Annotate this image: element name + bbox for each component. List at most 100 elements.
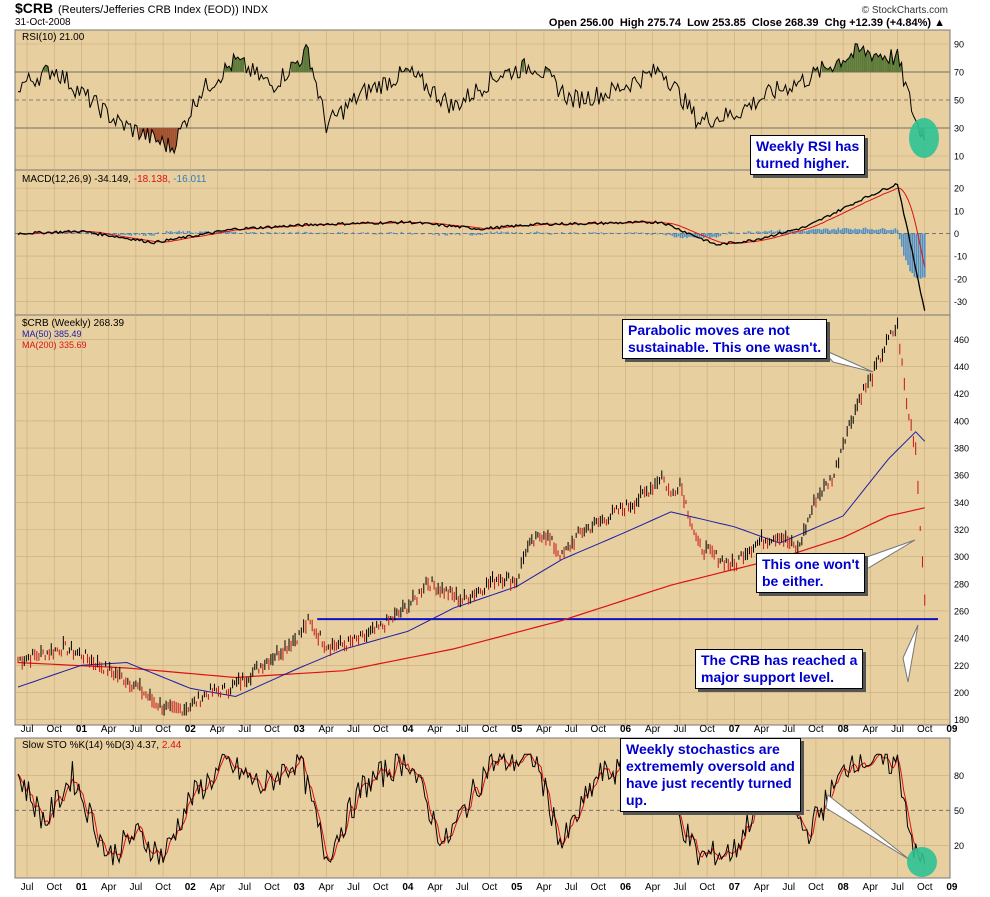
x-tick-label: Oct <box>155 882 171 893</box>
rsi-fill <box>836 58 839 72</box>
y-tick-label: -30 <box>954 297 967 307</box>
x-tick-label: 04 <box>402 882 414 893</box>
x-tick-label: Oct <box>808 724 824 735</box>
x-tick-label: Oct <box>264 882 280 893</box>
x-tick-label: Apr <box>536 724 552 735</box>
y-tick-label: 0 <box>954 229 959 239</box>
y-tick-label: 420 <box>954 389 969 399</box>
macd-legend-hist: -16.011 <box>173 174 207 185</box>
chart-symbol: $CRB <box>15 0 53 16</box>
rsi-fill <box>845 59 848 72</box>
rsi-fill <box>139 128 142 140</box>
x-tick-label: 09 <box>946 882 958 893</box>
x-tick-label: Apr <box>863 724 879 735</box>
x-tick-label: Jul <box>891 882 904 893</box>
x-tick-label: 03 <box>294 724 306 735</box>
x-tick-label: Oct <box>264 724 280 735</box>
y-tick-label: 180 <box>954 715 969 725</box>
chart-date: 31-Oct-2008 <box>15 17 71 28</box>
y-tick-label: 220 <box>954 661 969 671</box>
stoch-highlight <box>907 847 937 877</box>
y-tick-label: 50 <box>954 96 964 106</box>
chart-ohlc: Open 256.00 High 275.74 Low 253.85 Close… <box>549 17 945 29</box>
callout-pointers <box>821 348 919 861</box>
rsi-fill <box>299 63 302 72</box>
rsi-legend: RSI(10) 21.00 <box>22 32 85 43</box>
rsi-fill <box>295 60 298 72</box>
x-tick-label: Apr <box>101 724 117 735</box>
y-tick-label: -10 <box>954 252 967 262</box>
rsi-fill <box>172 128 175 154</box>
support-pointer <box>902 624 919 683</box>
x-tick-label: 07 <box>729 882 741 893</box>
x-tick-label: Oct <box>808 882 824 893</box>
y-tick-label: 240 <box>954 634 969 644</box>
x-tick-label: Apr <box>427 882 443 893</box>
ma200-legend: MA(200) 335.69 <box>22 340 87 350</box>
rsi-series <box>17 43 926 155</box>
rsi-fill <box>821 60 824 72</box>
macd-legend-signal: -18.138, <box>134 174 171 185</box>
parabolic-pointer <box>821 348 874 373</box>
rsi-fill <box>876 53 879 72</box>
rsi-fill <box>45 65 48 72</box>
y-tick-label: 200 <box>954 688 969 698</box>
chart-exchange: INDX <box>242 4 269 16</box>
rsi-fill <box>853 43 856 72</box>
rsi-fill <box>43 65 46 72</box>
rsi-fill <box>303 44 307 72</box>
x-tick-label: Jul <box>347 882 360 893</box>
price-legend: $CRB (Weekly) 268.39 <box>22 318 125 329</box>
y-tick-label: 20 <box>954 841 964 851</box>
stoch-panel <box>14 737 951 879</box>
x-tick-label: Oct <box>917 882 933 893</box>
x-tick-label: 06 <box>620 882 632 893</box>
rsi-callout: Weekly RSI has turned higher. <box>750 135 866 175</box>
y-tick-label: 440 <box>954 362 969 372</box>
x-tick-label: Apr <box>210 724 226 735</box>
y-tick-label: 10 <box>954 152 964 162</box>
x-tick-label: Apr <box>427 724 443 735</box>
x-tick-label: Jul <box>238 724 251 735</box>
x-tick-label: Jul <box>565 882 578 893</box>
rsi-fill <box>855 43 858 72</box>
ma50-line <box>17 431 926 698</box>
macd-legend-main: MACD(12,26,9) -34.149, <box>22 174 131 185</box>
rsi-fill <box>869 52 872 72</box>
rsi-fill <box>162 128 165 144</box>
x-tick-label: Oct <box>373 724 389 735</box>
x-axis-labels: Jul Jul Oct Oct 01 01 Apr Apr Jul Jul Oct Oct 02 02 Ap… <box>21 724 958 893</box>
chart-series <box>17 43 938 866</box>
x-tick-label: 05 <box>511 882 523 893</box>
x-tick-label: 09 <box>946 724 958 735</box>
stoch-pointer <box>825 794 911 861</box>
x-tick-label: Oct <box>699 724 715 735</box>
parabolic-callout: Parabolic moves are not sustainable. Thi… <box>622 319 828 359</box>
x-tick-label: Apr <box>754 882 770 893</box>
x-tick-label: 02 <box>185 724 197 735</box>
rsi-fill <box>160 128 163 145</box>
x-tick-label: Oct <box>155 724 171 735</box>
x-tick-label: Oct <box>699 882 715 893</box>
x-tick-label: Apr <box>754 724 770 735</box>
wont-callout: This one won't be either. <box>756 553 866 593</box>
rsi-fill <box>851 53 854 72</box>
x-tick-label: Apr <box>645 724 661 735</box>
rsi-fill <box>522 58 525 72</box>
rsi-fill <box>237 57 240 72</box>
support-callout: The CRB has reached a major support leve… <box>695 649 864 689</box>
x-tick-label: Jul <box>21 882 34 893</box>
rsi-fill <box>871 54 875 72</box>
x-tick-label: Oct <box>591 882 607 893</box>
rsi-fill <box>859 49 862 72</box>
x-tick-label: Apr <box>319 724 335 735</box>
y-tick-label: 300 <box>954 552 969 562</box>
rsi-fill <box>847 57 850 72</box>
chart-description: (Reuters/Jefferies CRB Index (EOD)) INDX <box>58 4 269 16</box>
x-tick-label: 04 <box>402 724 414 735</box>
y-tick-label: 400 <box>954 416 969 426</box>
x-tick-label: Oct <box>482 882 498 893</box>
price-bars <box>17 317 926 716</box>
x-tick-label: Oct <box>482 724 498 735</box>
rsi-fill <box>239 58 243 72</box>
